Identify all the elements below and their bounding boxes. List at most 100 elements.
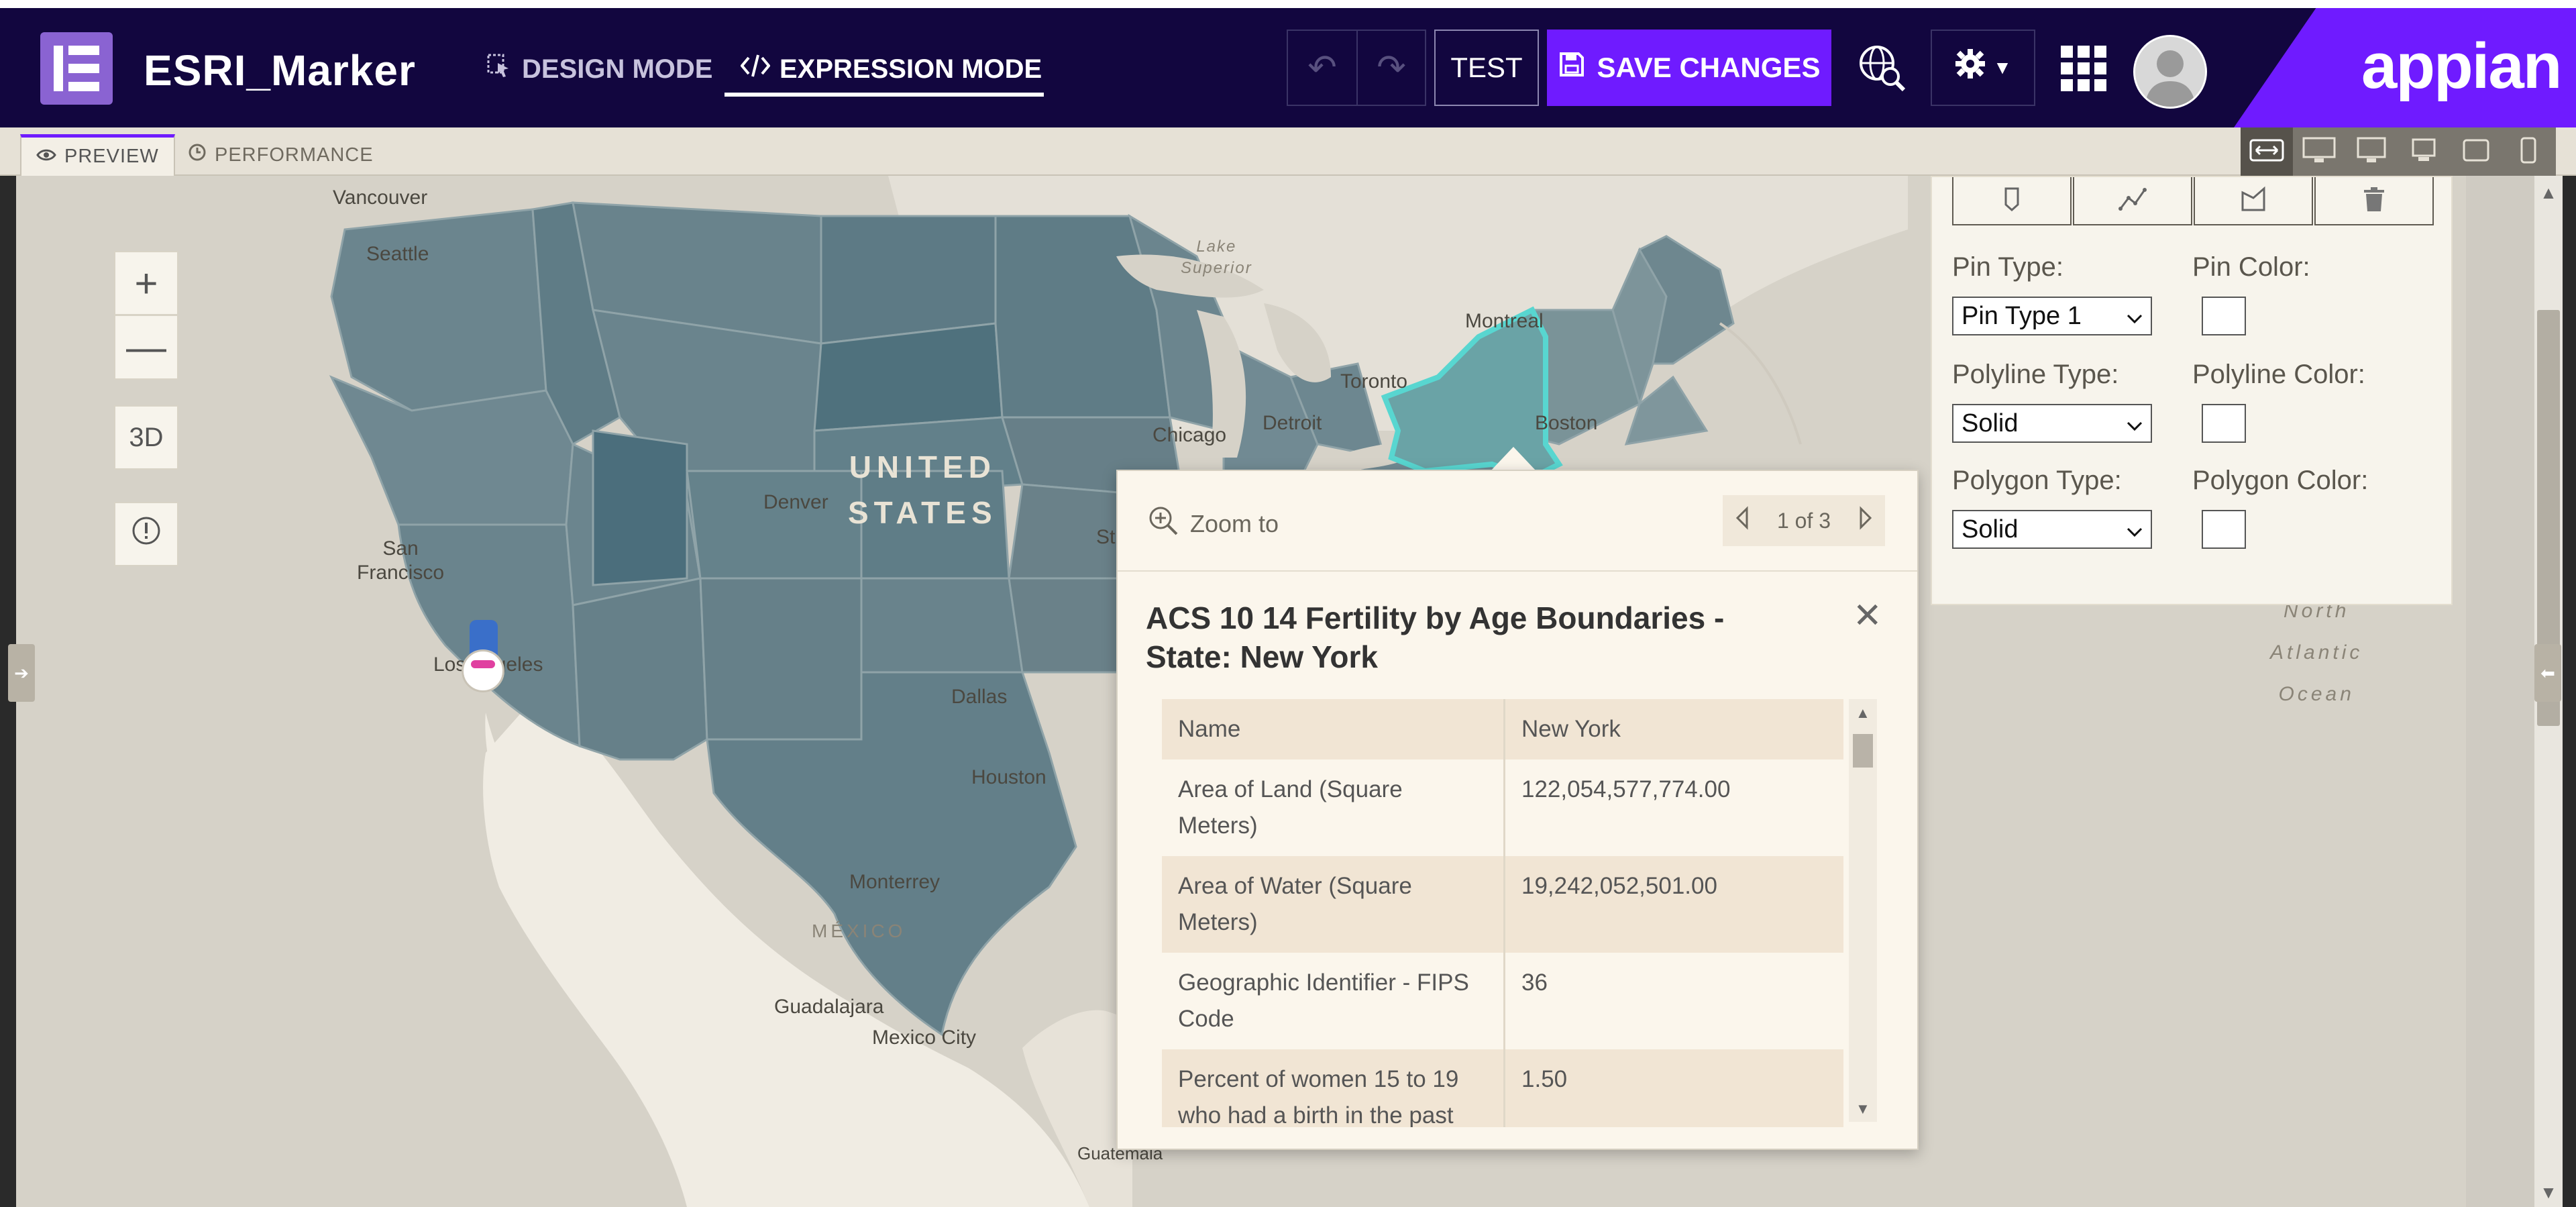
expression-mode-tab[interactable]: EXPRESSION MODE — [740, 52, 1042, 86]
info-button[interactable] — [114, 502, 178, 566]
label-north-atlantic-ocean: North Atlantic Ocean — [2270, 600, 2363, 705]
chevron-down-icon — [2127, 302, 2143, 331]
app-title: ESRI_Marker — [144, 46, 416, 95]
table-row: Geographic Identifier - FIPS Code 36 — [1162, 953, 1843, 1049]
chevron-down-icon — [2127, 515, 2143, 544]
phone-icon — [2520, 137, 2536, 167]
laptop-button[interactable] — [2398, 127, 2450, 176]
user-avatar[interactable] — [2133, 35, 2207, 109]
arrow-left-icon: ⬅ — [2540, 662, 2555, 683]
scroll-thumb[interactable] — [1853, 734, 1873, 768]
settings-menu-button[interactable]: ▼ — [1931, 30, 2035, 106]
pin-color-picker[interactable] — [2202, 297, 2246, 335]
design-cursor-icon — [486, 52, 513, 86]
previous-feature-button[interactable] — [1733, 506, 1750, 535]
scroll-down-icon[interactable]: ▼ — [1856, 1100, 1870, 1117]
polygon-icon — [2240, 186, 2267, 216]
label-monterrey: Monterrey — [849, 871, 941, 893]
attribute-value: 19,242,052,501.00 — [1521, 873, 1717, 899]
polyline-type-value: Solid — [1962, 409, 2019, 437]
polygon-type-select[interactable]: Solid — [1952, 510, 2152, 549]
attribute-key: Geographic Identifier - FIPS Code — [1162, 953, 1505, 1049]
polygon-color-picker[interactable] — [2202, 510, 2246, 549]
fit-width-button[interactable] — [2241, 127, 2293, 176]
label-dallas: Dallas — [951, 686, 1008, 708]
desktop-button[interactable] — [2345, 127, 2398, 176]
zoom-to-button[interactable]: Zoom to — [1147, 505, 1279, 543]
save-changes-button[interactable]: SAVE CHANGES — [1547, 30, 1831, 106]
attribute-value: 1.50 — [1521, 1066, 1568, 1092]
save-changes-label: SAVE CHANGES — [1597, 52, 1821, 83]
test-button[interactable]: TEST — [1434, 30, 1539, 106]
map-pin-base[interactable] — [462, 649, 504, 692]
code-icon — [740, 52, 771, 86]
save-disk-icon — [1558, 51, 1585, 85]
feature-pager: 1 of 3 — [1723, 495, 1885, 546]
map-right-strip — [2466, 176, 2534, 1207]
interface-icon[interactable] — [40, 32, 113, 105]
scroll-down-icon[interactable]: ▼ — [2540, 1182, 2557, 1202]
label-chicago: Chicago — [1152, 424, 1227, 446]
caret-left-icon — [1735, 506, 1748, 530]
pin-type-label: Pin Type: — [1952, 252, 2064, 282]
tablet-icon — [2463, 139, 2489, 165]
delete-button[interactable] — [2314, 177, 2434, 225]
3d-toggle-button[interactable]: 3D — [114, 405, 178, 470]
monitor-icon — [2357, 137, 2386, 167]
undo-button[interactable]: ↶ — [1288, 31, 1356, 105]
popup-header: Zoom to 1 of 3 — [1118, 471, 1917, 572]
tab-performance[interactable]: PERFORMANCE — [173, 134, 388, 176]
attribute-table: Name New York Area of Land (Square Meter… — [1162, 699, 1843, 1127]
zoom-in-button[interactable]: + — [114, 251, 178, 315]
pager-count: 1 of 3 — [1776, 508, 1831, 533]
undo-redo-group: ↶ ↷ — [1287, 30, 1426, 106]
pin-type-select[interactable]: Pin Type 1 — [1952, 297, 2152, 335]
close-popup-button[interactable]: ✕ — [1853, 596, 1882, 636]
attribute-key: Name — [1162, 699, 1505, 759]
zoom-out-button[interactable]: — — [114, 315, 178, 380]
device-preview-group — [2241, 127, 2556, 176]
laptop-icon — [2410, 137, 2437, 167]
left-panel-toggle[interactable]: ➔ — [8, 644, 35, 702]
next-feature-button[interactable] — [1858, 506, 1874, 535]
redo-button[interactable]: ↷ — [1356, 31, 1425, 105]
gear-icon — [1954, 48, 1986, 88]
desktop-wide-button[interactable] — [2293, 127, 2345, 176]
pin-color-label: Pin Color: — [2192, 252, 2310, 282]
app-header: ESRI_Marker DESIGN MODE EXPRESSION MODE … — [0, 8, 2576, 127]
label-mexico-city: Mexico City — [872, 1027, 977, 1049]
info-icon — [131, 515, 162, 553]
polyline-type-select[interactable]: Solid — [1952, 404, 2152, 443]
table-row: Area of Water (Square Meters) 19,242,052… — [1162, 856, 1843, 953]
attribute-key: Area of Water (Square Meters) — [1162, 856, 1505, 953]
attribute-table-scrollbar[interactable]: ▲ ▼ — [1849, 699, 1877, 1122]
polygon-type-label: Polygon Type: — [1952, 466, 2122, 495]
phone-button[interactable] — [2502, 127, 2555, 176]
tab-preview[interactable]: PREVIEW — [20, 134, 175, 176]
label-seattle: Seattle — [366, 243, 429, 265]
scroll-up-icon[interactable]: ▲ — [2540, 182, 2557, 203]
draw-polygon-button[interactable] — [2194, 177, 2313, 225]
label-mexico: MÉXICO — [812, 921, 906, 941]
fit-width-icon — [2249, 139, 2284, 165]
tablet-button[interactable] — [2450, 127, 2502, 176]
globe-search-icon[interactable] — [1856, 42, 1909, 95]
pin-type-value: Pin Type 1 — [1962, 301, 2082, 330]
label-denver: Denver — [763, 491, 828, 513]
caret-right-icon — [1860, 506, 1872, 530]
design-mode-tab[interactable]: DESIGN MODE — [486, 52, 712, 86]
app-grid-icon[interactable] — [2055, 40, 2112, 97]
draw-pin-button[interactable] — [1952, 177, 2072, 225]
label-houston: Houston — [971, 766, 1046, 788]
attribute-value: New York — [1521, 716, 1621, 742]
polyline-color-picker[interactable] — [2202, 404, 2246, 443]
tab-preview-label: PREVIEW — [64, 146, 159, 167]
draw-polyline-button[interactable] — [2073, 177, 2192, 225]
scroll-up-icon[interactable]: ▲ — [1856, 704, 1870, 721]
right-panel-toggle[interactable]: ⬅ — [2534, 644, 2561, 702]
popup-title: ACS 10 14 Fertility by Age Boundaries - … — [1146, 600, 1725, 674]
label-guadalajara: Guadalajara — [774, 996, 884, 1018]
table-row: Percent of women 15 to 19 who had a birt… — [1162, 1049, 1843, 1127]
tab-performance-label: PERFORMANCE — [215, 144, 374, 166]
